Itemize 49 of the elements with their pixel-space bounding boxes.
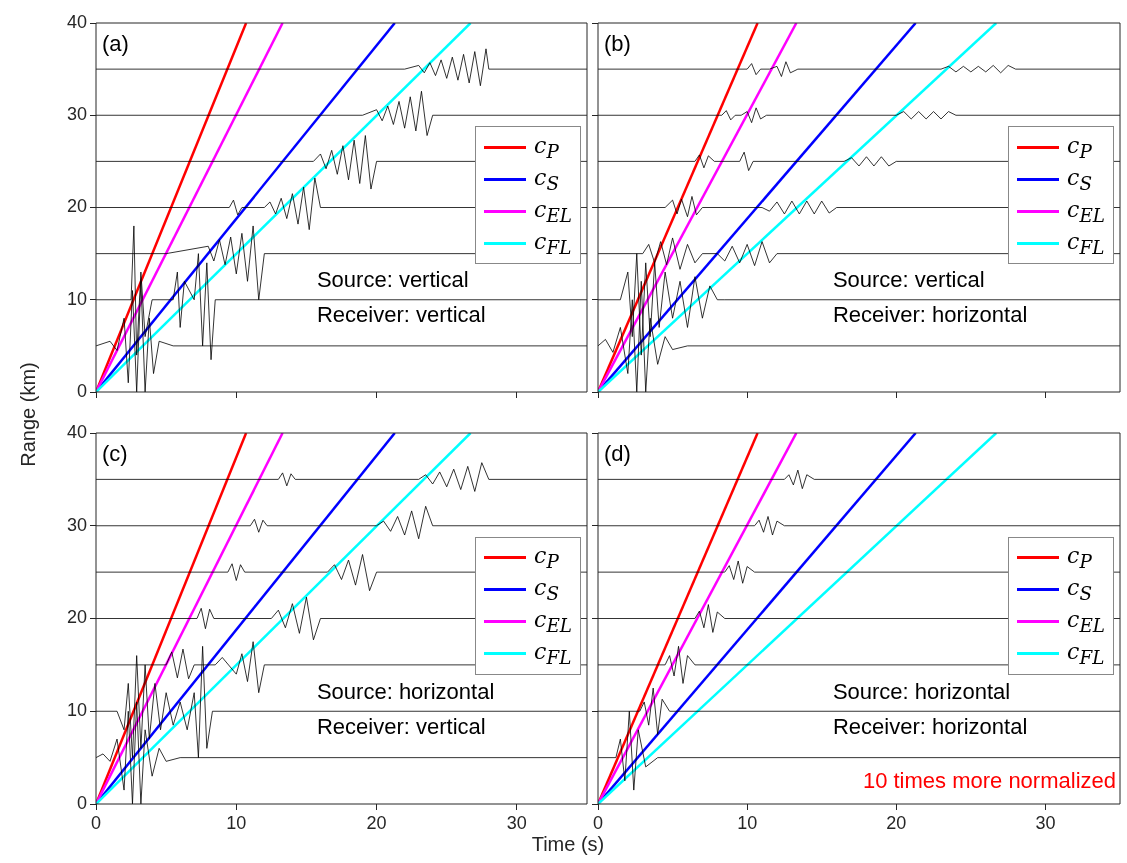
x-tick-label: 0 bbox=[592, 812, 604, 833]
x-tick-label: 30 bbox=[1035, 812, 1056, 833]
legend-label: c$_{EL}$ bbox=[534, 196, 572, 226]
legend-label: c$_{FL}$ bbox=[534, 228, 572, 258]
legend-label: c$_{FL}$ bbox=[1067, 228, 1105, 258]
annotation: Receiver: vertical bbox=[316, 302, 486, 328]
annotation: (b) bbox=[604, 31, 631, 57]
annotation: Receiver: horizontal bbox=[832, 302, 1028, 328]
annotation: Source: vertical bbox=[316, 267, 469, 293]
legend-label: c$_{S}$ bbox=[534, 164, 559, 194]
y-tick-label: 40 bbox=[66, 11, 87, 32]
y-tick-label: 0 bbox=[76, 792, 87, 813]
annotation: Receiver: horizontal bbox=[832, 714, 1028, 740]
legend-label: c$_{EL}$ bbox=[534, 607, 572, 637]
annotation: (d) bbox=[604, 441, 631, 467]
x-tick-label: 0 bbox=[90, 812, 102, 833]
legend-label: c$_{P}$ bbox=[534, 543, 559, 573]
annotation: Source: vertical bbox=[832, 267, 985, 293]
annotation: (c) bbox=[102, 441, 128, 467]
annotation: 10 times more normalized bbox=[862, 767, 1116, 793]
legend-label: c$_{EL}$ bbox=[1067, 607, 1105, 637]
annotation: (a) bbox=[102, 31, 129, 57]
legend-label: c$_{S}$ bbox=[1067, 575, 1092, 605]
y-tick-label: 0 bbox=[76, 380, 87, 401]
x-tick-label: 10 bbox=[737, 812, 758, 833]
y-tick-label: 20 bbox=[66, 607, 87, 628]
y-axis-title: Range (km) bbox=[16, 361, 40, 469]
x-tick-label: 10 bbox=[226, 812, 247, 833]
y-tick-label: 40 bbox=[66, 421, 87, 442]
legend-label: c$_{S}$ bbox=[1067, 164, 1092, 194]
legend-label: c$_{FL}$ bbox=[534, 639, 572, 669]
y-tick-label: 20 bbox=[66, 196, 87, 217]
x-tick-label: 20 bbox=[886, 812, 907, 833]
annotation: Receiver: vertical bbox=[316, 714, 486, 740]
x-tick-label: 30 bbox=[506, 812, 527, 833]
y-tick-label: 30 bbox=[66, 514, 87, 535]
x-axis-title: Time (s) bbox=[530, 833, 606, 856]
legend-label: c$_{P}$ bbox=[534, 132, 559, 162]
annotation: Source: horizontal bbox=[832, 678, 1011, 704]
legend-label: c$_{FL}$ bbox=[1067, 639, 1105, 669]
y-tick-label: 30 bbox=[66, 104, 87, 125]
legend-label: c$_{P}$ bbox=[1067, 543, 1092, 573]
legend-label: c$_{S}$ bbox=[534, 575, 559, 605]
legend-label: c$_{P}$ bbox=[1067, 132, 1092, 162]
x-tick-label: 20 bbox=[366, 812, 387, 833]
y-tick-label: 10 bbox=[66, 700, 87, 721]
y-tick-label: 10 bbox=[66, 288, 87, 309]
annotation: Source: horizontal bbox=[316, 678, 495, 704]
legend-label: c$_{EL}$ bbox=[1067, 196, 1105, 226]
